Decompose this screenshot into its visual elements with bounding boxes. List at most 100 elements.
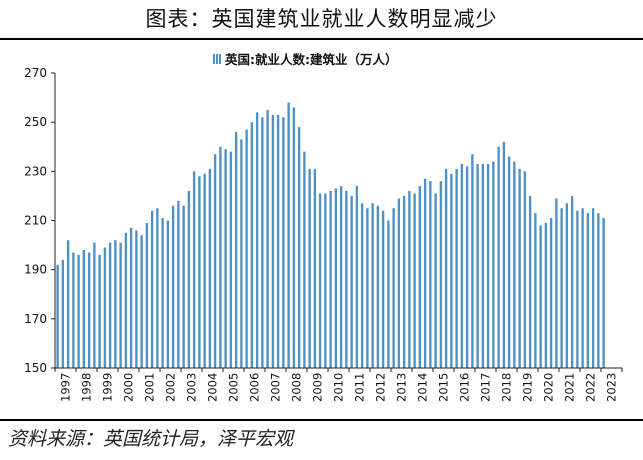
bar xyxy=(387,220,390,368)
bar xyxy=(339,186,343,368)
x-tick-label: 2019 xyxy=(521,373,535,402)
x-tick-label: 2000 xyxy=(122,373,136,402)
bar xyxy=(492,161,495,368)
bar xyxy=(208,168,212,369)
bar xyxy=(198,176,201,368)
bar xyxy=(240,139,243,369)
x-tick-label: 2001 xyxy=(143,373,157,402)
bar xyxy=(450,173,453,368)
x-axis: 1997 1998 1999 2000 2001 2002 2003 2004 2005 2006… xyxy=(54,367,623,402)
legend: 英国:就业人数:建筑业（万人） xyxy=(213,52,398,67)
bar xyxy=(397,198,401,369)
bar xyxy=(555,198,558,369)
y-tick-label: 250 xyxy=(24,115,47,129)
bar xyxy=(135,230,138,368)
y-tick-label: 210 xyxy=(24,214,47,228)
bar xyxy=(476,163,479,368)
x-tick-label: 1997 xyxy=(59,373,73,402)
x-tick-label: 2016 xyxy=(458,373,472,402)
bar xyxy=(544,222,548,368)
bar xyxy=(234,132,238,368)
bar-series xyxy=(56,102,605,369)
bar xyxy=(576,210,579,368)
x-tick-label: 2014 xyxy=(416,373,430,402)
bar xyxy=(271,114,275,368)
bar xyxy=(376,205,380,368)
bar xyxy=(119,242,122,369)
bar xyxy=(171,205,175,368)
bar xyxy=(486,163,490,368)
bar xyxy=(345,191,348,368)
bar xyxy=(150,210,154,368)
bar xyxy=(77,254,80,368)
bar xyxy=(549,218,553,368)
bar xyxy=(402,195,406,368)
legend-swatch xyxy=(219,54,221,64)
x-tick-label: 2011 xyxy=(353,373,367,402)
bar xyxy=(439,181,443,368)
bar xyxy=(276,114,280,368)
x-tick-label: 2015 xyxy=(437,373,451,402)
bar xyxy=(82,250,86,368)
x-tick-label: 2008 xyxy=(290,373,304,402)
bar xyxy=(187,191,191,368)
bar xyxy=(61,259,65,368)
bar xyxy=(418,186,422,368)
bar xyxy=(56,264,59,368)
bar xyxy=(213,154,217,369)
bar xyxy=(523,171,527,368)
bar xyxy=(591,208,595,368)
figure-title: 图表：英国建筑业就业人数明显减少 xyxy=(145,7,498,31)
bar xyxy=(513,161,516,368)
bar xyxy=(334,188,338,368)
bar xyxy=(203,173,206,368)
x-tick-label: 2017 xyxy=(479,373,493,402)
bar xyxy=(350,195,353,368)
bar xyxy=(129,227,133,369)
bar xyxy=(586,213,590,369)
bar xyxy=(308,168,311,369)
bar xyxy=(507,156,511,368)
x-tick-label: 2005 xyxy=(227,373,241,402)
bar xyxy=(156,208,159,368)
bar xyxy=(229,151,233,368)
source-note: 资料来源：英国统计局，泽平宏观 xyxy=(8,428,294,450)
bar xyxy=(481,163,485,368)
y-tick-label: 170 xyxy=(24,312,47,326)
x-tick-label: 2021 xyxy=(563,373,577,402)
bar xyxy=(87,252,91,368)
bar xyxy=(287,102,290,368)
bar xyxy=(140,235,143,368)
bar xyxy=(329,191,332,368)
bar xyxy=(413,193,416,368)
bar xyxy=(93,242,96,369)
y-tick-label: 190 xyxy=(24,263,47,277)
bar xyxy=(219,146,222,368)
x-tick-label: 2012 xyxy=(374,373,388,402)
bar xyxy=(497,146,500,368)
y-axis: 150 170 190 210 230 250 270 xyxy=(24,66,56,375)
bar xyxy=(471,154,474,369)
bar xyxy=(145,222,149,368)
bar xyxy=(355,186,359,368)
legend-swatch xyxy=(216,54,218,64)
bar xyxy=(108,242,112,369)
y-tick-label: 150 xyxy=(24,361,47,375)
bar xyxy=(72,252,75,368)
bar xyxy=(360,203,364,368)
bar xyxy=(224,149,227,368)
bar xyxy=(408,191,411,368)
bar xyxy=(245,129,248,368)
bar xyxy=(292,107,296,369)
bar xyxy=(460,163,464,368)
bar xyxy=(66,240,70,368)
bar xyxy=(465,166,469,368)
x-tick-label: 2004 xyxy=(206,373,220,402)
bar xyxy=(255,112,259,368)
legend-swatch xyxy=(213,54,215,64)
x-tick-label: 2010 xyxy=(332,373,346,402)
bar xyxy=(502,141,506,368)
bar xyxy=(282,117,285,368)
bar xyxy=(381,210,385,368)
y-tick-label: 270 xyxy=(24,66,47,80)
